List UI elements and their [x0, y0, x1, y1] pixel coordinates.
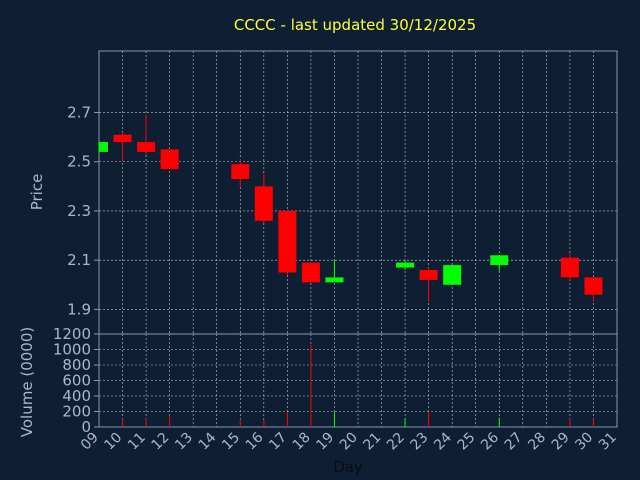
- chart-title: CCCC - last updated 30/12/2025: [234, 16, 476, 34]
- x-tick-label: 21: [360, 430, 384, 454]
- candle-body: [231, 164, 250, 179]
- volume-tick-label: 600: [62, 372, 91, 390]
- candle-body: [254, 186, 273, 221]
- x-tick-label: 19: [313, 430, 337, 454]
- price-axis-label: Price: [28, 174, 46, 211]
- volume-tick-label: 200: [62, 403, 91, 421]
- x-tick-label: 24: [431, 429, 455, 453]
- price-tick-label: 2.7: [67, 104, 91, 122]
- volume-tick-label: 800: [62, 356, 91, 374]
- price-tick-label: 2.1: [67, 251, 91, 269]
- x-axis-label: Day: [333, 458, 363, 476]
- x-axis-ticks: 09 10 11 12 13 14 15 16 17 18 19 20 21 22 23 24 25 26 27 28…: [78, 429, 620, 453]
- volume-tick-label: 0: [81, 418, 91, 436]
- x-tick-label: 31: [596, 430, 620, 454]
- volume-tick-label: 400: [62, 387, 91, 405]
- candle-body: [325, 277, 344, 283]
- price-tick-label: 2.3: [67, 202, 91, 220]
- x-tick-label: 26: [478, 429, 502, 453]
- price-tick-label: 1.9: [67, 300, 91, 318]
- price-grid: [99, 51, 617, 334]
- x-tick-label: 16: [243, 429, 267, 453]
- x-tick-label: 29: [549, 430, 573, 454]
- x-tick-label: 25: [455, 430, 479, 454]
- volume-axis-label: Volume (0000): [18, 327, 36, 437]
- candle-body: [278, 210, 297, 273]
- candle-body: [160, 149, 179, 170]
- x-tick-label: 23: [408, 430, 432, 454]
- x-tick-label: 12: [149, 430, 173, 454]
- candle-body: [584, 277, 603, 295]
- volume-tick-label: 1000: [53, 341, 91, 359]
- x-tick-label: 22: [384, 430, 408, 454]
- price-tick-label: 2.5: [67, 153, 91, 171]
- volume-tick-label: 1200: [53, 325, 91, 343]
- x-tick-label: 27: [502, 430, 526, 454]
- price-y-ticks: 1.9 2.1 2.3 2.5 2.7: [67, 104, 99, 318]
- candle-body: [419, 270, 438, 280]
- candles: [98, 114, 603, 303]
- candle-body: [443, 265, 462, 285]
- x-tick-label: 13: [172, 430, 196, 454]
- candle-body: [560, 257, 579, 278]
- volume-grid: [99, 334, 617, 427]
- x-tick-label: 17: [266, 430, 290, 454]
- x-tick-label: 18: [290, 430, 314, 454]
- x-tick-label: 30: [572, 430, 596, 454]
- candle-body: [113, 134, 132, 143]
- x-tick-label: 15: [219, 430, 243, 454]
- candle-body: [137, 142, 156, 152]
- volume-bars: [98, 344, 594, 427]
- x-tick-label: 11: [125, 430, 149, 454]
- x-tick-label: 10: [101, 430, 125, 454]
- candle-body: [99, 142, 108, 152]
- candle-body: [301, 262, 320, 283]
- x-tick-label: 14: [196, 429, 220, 453]
- candle-body: [396, 262, 415, 268]
- candle-body: [490, 255, 509, 266]
- x-tick-label: 28: [525, 430, 549, 454]
- x-tick-label: 20: [337, 430, 361, 454]
